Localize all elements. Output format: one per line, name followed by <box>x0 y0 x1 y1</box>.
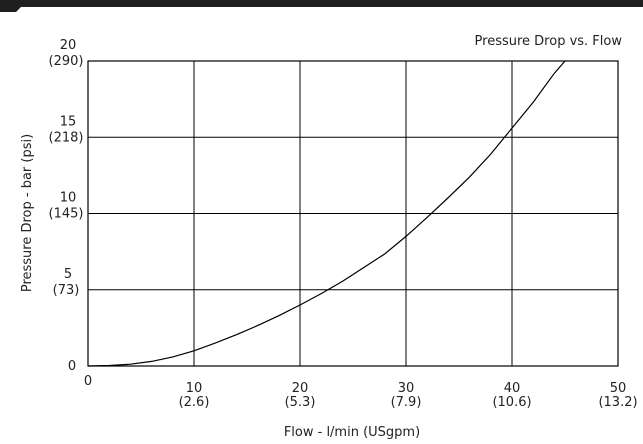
x-tick-label: 10 <box>186 381 203 396</box>
x-tick-label: 30 <box>398 381 415 396</box>
series-line <box>87 60 566 367</box>
y-tick-sublabel: (218) <box>49 130 84 145</box>
x-tick-sublabel: (13.2) <box>598 395 637 410</box>
y-tick-label: 10 <box>60 191 77 206</box>
grid <box>88 61 618 366</box>
x-tick-label: 20 <box>292 381 309 396</box>
x-tick-sublabel: (10.6) <box>492 395 531 410</box>
y-tick-sublabel: (73) <box>53 283 80 298</box>
x-tick-label: 0 <box>84 374 92 389</box>
y-tick-label: 15 <box>60 114 77 129</box>
x-tick-sublabel: (5.3) <box>285 395 316 410</box>
y-tick-sublabel: (290) <box>49 54 84 69</box>
y-tick-label: 5 <box>64 267 72 282</box>
y-tick-label: 0 <box>68 359 76 374</box>
y-axis-label: Pressure Drop - bar (psi) <box>20 134 35 292</box>
plot-frame <box>87 60 619 367</box>
x-tick-label: 50 <box>610 381 627 396</box>
y-tick-label: 20 <box>60 38 77 53</box>
x-axis-ticks: 0 10(2.6) 20(5.3) 30(7.9) 40(10.6) 50(13.2) <box>84 374 638 410</box>
y-axis-ticks: 0 5(73) 10(145) 15(218) 20(290) <box>49 38 84 374</box>
x-tick-label: 40 <box>504 381 521 396</box>
x-axis-label: Flow - l/min (USgpm) <box>284 425 420 440</box>
y-tick-sublabel: (145) <box>49 207 84 222</box>
x-tick-sublabel: (7.9) <box>391 395 422 410</box>
chart-title: Pressure Drop vs. Flow <box>475 34 623 49</box>
x-tick-sublabel: (2.6) <box>179 395 210 410</box>
